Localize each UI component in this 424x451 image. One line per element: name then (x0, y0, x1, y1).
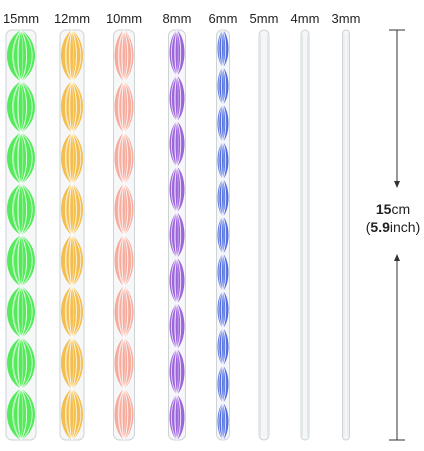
rod-size-label: 6mm (208, 11, 238, 26)
rod-5mm (258, 29, 270, 441)
rod-8mm (168, 29, 186, 441)
rod-size-label: 12mm (53, 11, 91, 26)
rod-15mm (5, 29, 37, 441)
close-paren: ) (415, 219, 421, 235)
rod-size-label: 4mm (290, 11, 320, 26)
length-cm-unit: cm (391, 201, 411, 217)
rod-12mm (59, 29, 85, 441)
rod-size-label: 3mm (331, 11, 361, 26)
rod-4mm (300, 29, 310, 441)
rod-size-label: 5mm (249, 11, 279, 26)
length-label: 15cm (5.9inch) (362, 200, 424, 236)
rod-size-label: 10mm (105, 11, 143, 26)
rod-3mm (342, 29, 350, 441)
rod-10mm (113, 29, 135, 441)
rod-size-label: 15mm (2, 11, 40, 26)
length-dimension-arrow (389, 29, 405, 441)
length-inch-value: 5.9 (370, 219, 390, 235)
rod-size-label: 8mm (162, 11, 192, 26)
rod-6mm (216, 29, 230, 441)
open-paren: ( (365, 219, 371, 235)
length-inch-unit: inch (389, 219, 416, 235)
length-cm-value: 15 (375, 201, 392, 217)
